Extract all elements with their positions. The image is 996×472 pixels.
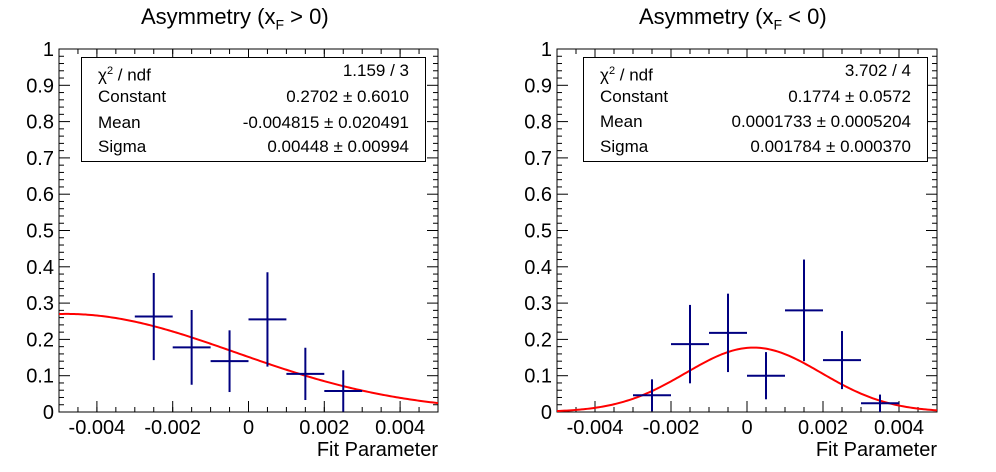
stats-value: 0.2702 ± 0.6010 bbox=[286, 87, 409, 106]
y-tick-label: 0.4 bbox=[26, 257, 54, 279]
y-tick-label: 0 bbox=[43, 402, 54, 424]
y-tick-label: 0.6 bbox=[26, 184, 54, 206]
y-tick-label: 0.3 bbox=[524, 293, 552, 315]
stats-value: -0.004815 ± 0.020491 bbox=[242, 113, 409, 132]
y-tick-label: 0.1 bbox=[26, 366, 54, 388]
y-tick-label: 0.4 bbox=[524, 257, 552, 279]
y-tick-label: 0.7 bbox=[26, 148, 54, 170]
chart-title-left-main: Asymmetry (x bbox=[141, 4, 276, 29]
y-tick-label: 1 bbox=[541, 39, 552, 61]
stats-row: Mean 0.0001733 ± 0.0005204 bbox=[600, 111, 911, 133]
y-tick-label: 0.8 bbox=[524, 112, 552, 134]
y-tick-label: 0.2 bbox=[26, 329, 54, 351]
x-axis-label-right: Fit Parameter bbox=[815, 439, 937, 461]
stats-row: Sigma 0.00448 ± 0.00994 bbox=[98, 136, 409, 158]
x-axis-label-left: Fit Parameter bbox=[316, 439, 438, 461]
y-tick-label: 0.2 bbox=[524, 329, 552, 351]
stats-key-main: χ bbox=[600, 65, 609, 85]
stats-key: χ2 / ndf bbox=[600, 60, 653, 87]
stats-row: Sigma 0.001784 ± 0.000370 bbox=[600, 136, 911, 158]
chart-title-right-tail: < 0) bbox=[782, 4, 827, 29]
stats-row: χ2 / ndf 3.702 / 4 bbox=[600, 60, 911, 85]
y-tick-label: 0.5 bbox=[524, 221, 552, 243]
stats-key: Sigma bbox=[600, 137, 649, 156]
fit-curve-left bbox=[58, 312, 439, 405]
y-tick-label: 0.9 bbox=[26, 75, 54, 97]
x-tick-label: 0.002 bbox=[798, 417, 848, 439]
y-tick-label: 0.8 bbox=[26, 112, 54, 134]
stats-key: Constant bbox=[98, 87, 167, 106]
x-tick-label: -0.002 bbox=[144, 417, 201, 439]
y-tick-label: 0.3 bbox=[26, 293, 54, 315]
x-tick-label: -0.004 bbox=[69, 417, 126, 439]
stats-key: Constant bbox=[600, 87, 669, 106]
chart-title-right-sub: F bbox=[773, 16, 783, 33]
y-tick-label: 0.6 bbox=[524, 184, 552, 206]
x-tick-label: -0.004 bbox=[567, 417, 624, 439]
stats-row: χ2 / ndf 1.159 / 3 bbox=[98, 60, 409, 85]
x-tick-label: 0.002 bbox=[299, 417, 349, 439]
stats-row: Mean -0.004815 ± 0.020491 bbox=[98, 112, 409, 134]
stats-key-tail: / ndf bbox=[113, 65, 151, 85]
stats-key: Sigma bbox=[98, 137, 147, 156]
stats-key: χ2 / ndf bbox=[98, 60, 151, 87]
stats-key: Mean bbox=[600, 112, 643, 131]
stats-value: 0.001784 ± 0.000370 bbox=[750, 137, 911, 156]
fit-curve-right bbox=[556, 346, 938, 413]
x-tick-label: 0 bbox=[741, 417, 752, 439]
stats-value: 0.00448 ± 0.00994 bbox=[267, 137, 409, 156]
x-tick-label: 0.004 bbox=[375, 417, 425, 439]
stats-key-sup: 2 bbox=[608, 65, 616, 77]
stats-key-tail: / ndf bbox=[615, 65, 653, 85]
y-tick-label: 0.7 bbox=[524, 148, 552, 170]
stats-key-sup: 2 bbox=[106, 65, 114, 77]
x-tick-label: 0.004 bbox=[874, 417, 924, 439]
x-tick-label: 0 bbox=[243, 417, 254, 439]
stats-key: Mean bbox=[98, 113, 141, 132]
y-tick-label: 0.1 bbox=[524, 366, 552, 388]
chart-title-right-main: Asymmetry (x bbox=[639, 4, 774, 29]
fit-stats-box-left: χ2 / ndf 1.159 / 3 Constant 0.2702 ± 0.6… bbox=[81, 57, 426, 162]
y-tick-label: 0.9 bbox=[524, 75, 552, 97]
y-tick-label: 0.5 bbox=[26, 221, 54, 243]
stats-value: 0.1774 ± 0.0572 bbox=[788, 87, 911, 106]
chart-title-left-tail: > 0) bbox=[284, 4, 329, 29]
chart-title-right: Asymmetry (xF < 0) bbox=[639, 4, 827, 32]
stats-row: Constant 0.2702 ± 0.6010 bbox=[98, 86, 409, 108]
stats-value: 1.159 / 3 bbox=[342, 61, 409, 80]
stats-value: 3.702 / 4 bbox=[844, 61, 911, 80]
y-tick-label: 1 bbox=[43, 39, 54, 61]
chart-title-left: Asymmetry (xF > 0) bbox=[141, 4, 329, 32]
y-tick-label: 0 bbox=[541, 402, 552, 424]
stats-row: Constant 0.1774 ± 0.0572 bbox=[600, 86, 911, 108]
chart-title-left-sub: F bbox=[275, 16, 285, 33]
x-tick-label: -0.002 bbox=[643, 417, 700, 439]
stats-value: 0.0001733 ± 0.0005204 bbox=[731, 112, 912, 131]
stats-key-main: χ bbox=[98, 65, 107, 85]
fit-stats-box-right: χ2 / ndf 3.702 / 4 Constant 0.1774 ± 0.0… bbox=[583, 57, 928, 162]
